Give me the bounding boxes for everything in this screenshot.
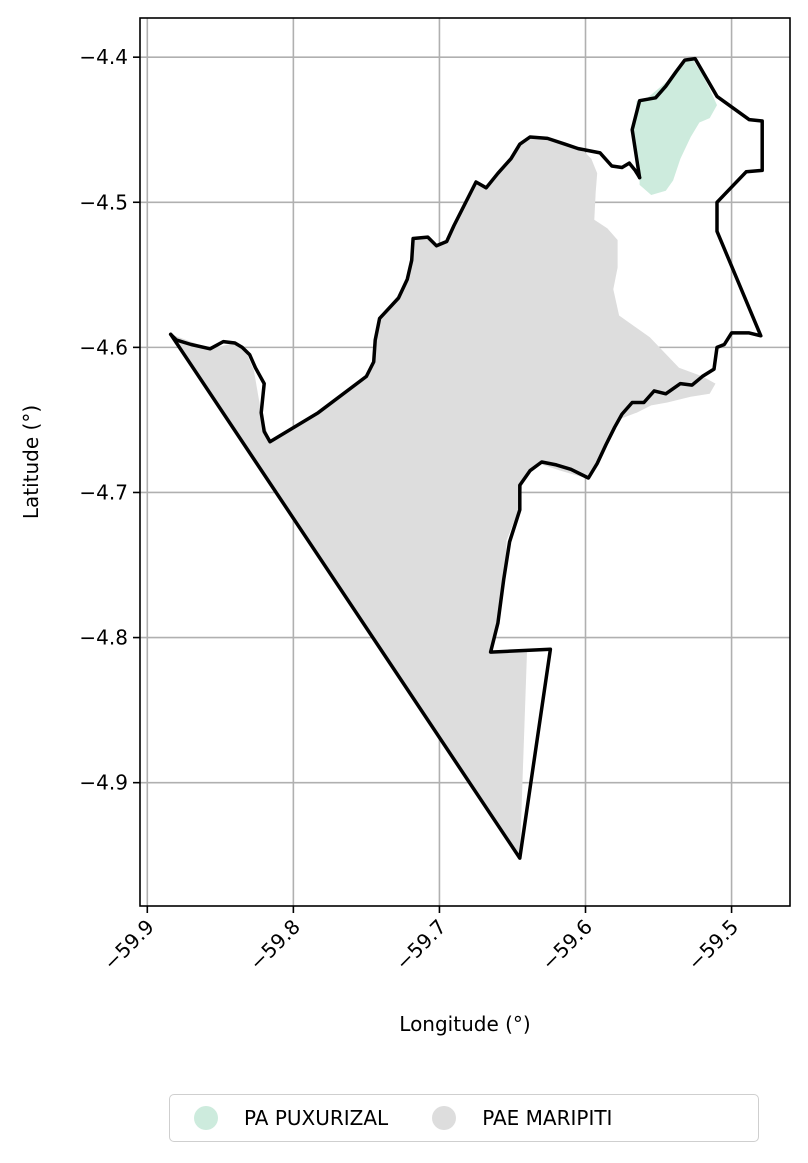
y-tick-label: −4.4 xyxy=(79,45,128,69)
plot-frame xyxy=(139,17,791,907)
y-tick-label: −4.7 xyxy=(79,480,128,504)
legend-label-puxurizal: PA PUXURIZAL xyxy=(244,1106,389,1130)
y-tick-label: −4.6 xyxy=(79,335,128,359)
boundary-puxurizal-outline xyxy=(168,56,764,860)
legend-swatch-puxurizal xyxy=(194,1106,218,1130)
regions xyxy=(170,58,717,859)
legend-label-maripiti: PAE MARIPITI xyxy=(482,1106,613,1130)
legend: PA PUXURIZAL PAE MARIPITI xyxy=(169,1094,759,1142)
region-pae-maripiti xyxy=(170,137,716,859)
legend-swatch-maripiti xyxy=(432,1106,457,1130)
x-axis-label: Longitude (°) xyxy=(399,1012,530,1036)
region-pa-puxurizal xyxy=(633,58,717,195)
boundaries xyxy=(168,56,764,860)
y-tick-label: −4.8 xyxy=(79,626,128,650)
legend-item-maripiti: PAE MARIPITI xyxy=(408,1095,612,1141)
y-axis-label: Latitude (°) xyxy=(19,405,43,519)
y-tick-label: −4.9 xyxy=(79,771,128,795)
legend-item-puxurizal: PA PUXURIZAL xyxy=(170,1095,388,1141)
y-tick-label: −4.5 xyxy=(79,190,128,214)
boundary-maripiti-outline xyxy=(168,135,642,444)
